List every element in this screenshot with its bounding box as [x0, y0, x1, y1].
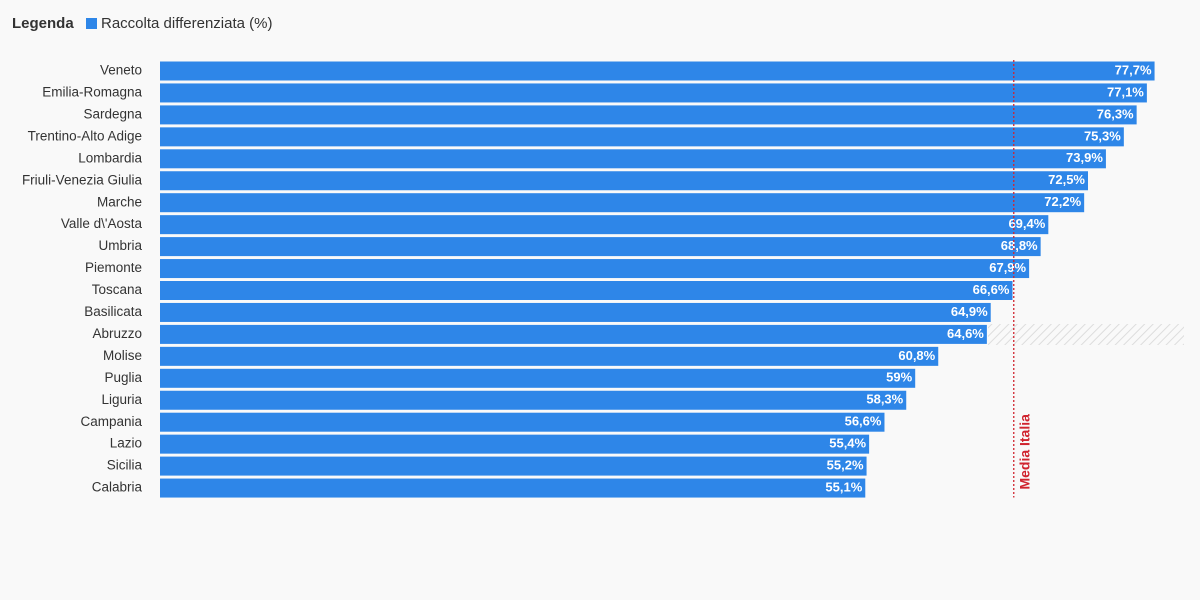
- legend-swatch: [86, 18, 97, 29]
- bar: [160, 215, 1049, 235]
- value-label: 60,8%: [898, 348, 935, 363]
- category-label: Toscana: [92, 282, 143, 297]
- value-label: 77,1%: [1107, 84, 1144, 99]
- value-label: 55,4%: [829, 436, 866, 451]
- value-label: 55,2%: [827, 458, 864, 473]
- bar: [160, 149, 1106, 169]
- bar: [160, 368, 916, 388]
- bar: [160, 237, 1041, 257]
- value-label: 67,9%: [989, 260, 1026, 275]
- value-label: 69,4%: [1008, 216, 1045, 231]
- category-label: Trentino-Alto Adige: [28, 128, 142, 143]
- bar: [160, 478, 866, 498]
- bar: [160, 346, 939, 366]
- bar: [160, 193, 1085, 213]
- legend-label: Raccolta differenziata (%): [101, 15, 272, 32]
- category-label: Lombardia: [78, 150, 142, 165]
- bar: [160, 456, 867, 476]
- value-label: 68,8%: [1001, 238, 1038, 253]
- category-label: Molise: [103, 348, 142, 363]
- value-label: 77,7%: [1115, 62, 1152, 77]
- bar: [160, 302, 991, 322]
- category-label: Umbria: [98, 238, 142, 253]
- category-label: Campania: [80, 414, 142, 429]
- highlight: [988, 324, 1184, 345]
- value-label: 58,3%: [866, 392, 903, 407]
- bar: [160, 171, 1088, 191]
- value-label: 76,3%: [1097, 106, 1134, 121]
- legend-title: Legenda: [12, 15, 74, 32]
- bar: [160, 324, 987, 344]
- category-label: Veneto: [100, 63, 142, 78]
- value-label: 56,6%: [845, 414, 882, 429]
- bar: [160, 259, 1030, 279]
- bar: [160, 434, 870, 454]
- value-label: 72,2%: [1044, 194, 1081, 209]
- category-label: Friuli-Venezia Giulia: [22, 172, 143, 187]
- bar: [160, 390, 907, 410]
- value-label: 73,9%: [1066, 150, 1103, 165]
- category-label: Marche: [97, 194, 142, 209]
- value-label: 75,3%: [1084, 128, 1121, 143]
- category-label: Puglia: [104, 370, 142, 385]
- category-label: Emilia-Romagna: [42, 85, 142, 100]
- category-label: Liguria: [101, 392, 142, 407]
- bar: [160, 281, 1013, 300]
- category-label: Sardegna: [83, 106, 142, 121]
- bar: [160, 105, 1137, 125]
- value-label: 55,1%: [825, 479, 862, 494]
- category-label: Sicilia: [107, 458, 143, 473]
- value-label: 72,5%: [1048, 172, 1085, 187]
- bar: [160, 412, 885, 432]
- bar: [160, 83, 1147, 103]
- bar: [160, 61, 1155, 81]
- value-label: 66,6%: [973, 282, 1010, 297]
- category-label: Piemonte: [85, 260, 142, 275]
- reference-label: Media Italia: [1016, 414, 1032, 490]
- value-label: 64,6%: [947, 326, 984, 341]
- category-label: Calabria: [92, 480, 143, 495]
- category-label: Lazio: [110, 436, 142, 451]
- category-label: Basilicata: [84, 304, 142, 319]
- category-label: Valle d\'Aosta: [61, 216, 143, 231]
- value-label: 64,9%: [951, 304, 988, 319]
- value-label: 59%: [886, 370, 912, 385]
- bar: [160, 127, 1124, 147]
- category-label: Abruzzo: [92, 326, 142, 341]
